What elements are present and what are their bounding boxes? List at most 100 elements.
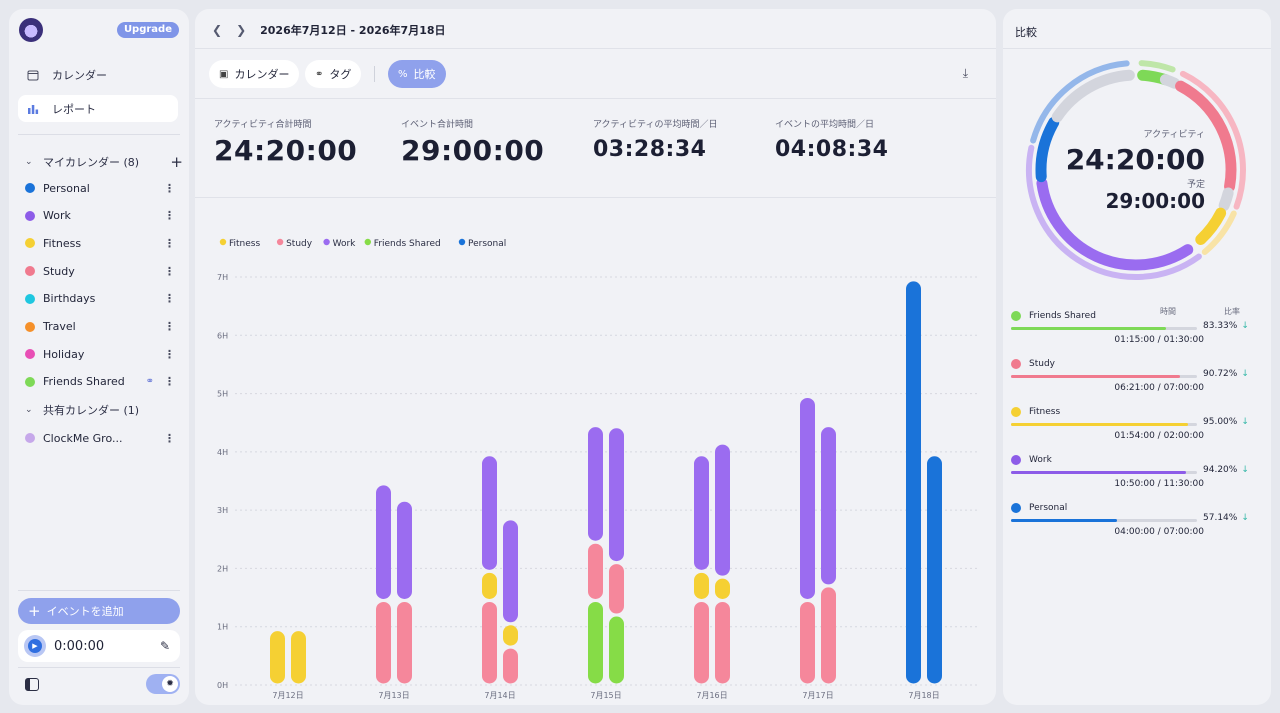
- bar-segment-work[interactable]: [694, 456, 709, 570]
- calendar-color-dot: [25, 376, 35, 387]
- bar-segment-fitness[interactable]: [270, 631, 285, 684]
- legend-item[interactable]: Friends Shared: [364, 238, 441, 249]
- add-calendar-icon[interactable]: +: [170, 153, 183, 171]
- more-options-icon[interactable]: ⋮: [164, 209, 175, 223]
- comparison-row-study: Study 90.72% ↓ 06:21:00 / 07:00:00: [1011, 359, 1251, 393]
- legend-item[interactable]: Work: [323, 238, 356, 249]
- bar-segment-work[interactable]: [482, 456, 497, 570]
- bar-segment-study[interactable]: [800, 601, 815, 684]
- bar-segment-study[interactable]: [609, 564, 624, 614]
- donut-planned-study[interactable]: [1179, 70, 1246, 210]
- calendar-item-clockme-group[interactable]: ClockMe Gro... ⋮: [25, 428, 175, 448]
- nav-item-calendar[interactable]: カレンダー: [18, 61, 178, 88]
- chevron-down-icon: ⌄: [25, 157, 33, 167]
- more-options-icon[interactable]: ⋮: [164, 236, 175, 250]
- row-name: Friends Shared: [1029, 311, 1096, 321]
- legend-label: Study: [286, 239, 313, 249]
- calendar-item-work[interactable]: Work ⋮: [25, 206, 175, 226]
- row-label: Study: [1011, 359, 1251, 369]
- time-value: 04:00:00 / 07:00:00: [1114, 527, 1204, 537]
- tab-calendar[interactable]: ▣ カレンダー: [209, 60, 300, 88]
- donut-activity-work[interactable]: [1036, 177, 1194, 271]
- more-options-icon[interactable]: ⋮: [164, 181, 175, 195]
- bar-segment-work[interactable]: [609, 428, 624, 562]
- shared-calendars-header[interactable]: ⌄ 共有カレンダー (1): [25, 402, 183, 418]
- calendar-item-birthdays[interactable]: Birthdays ⋮: [25, 289, 175, 309]
- bar-segment-fitness[interactable]: [715, 578, 730, 599]
- calendar-item-study[interactable]: Study ⋮: [25, 261, 175, 281]
- stat-label: イベントの平均時間／日: [775, 120, 875, 130]
- my-calendars-header[interactable]: ⌄ マイカレンダー (8) +: [25, 153, 183, 171]
- bar-segment-work[interactable]: [376, 485, 391, 599]
- ratio-text: 90.72%: [1203, 369, 1238, 379]
- sidebar-toggle-icon[interactable]: [25, 678, 39, 691]
- column-header-time: 時間: [1160, 307, 1176, 316]
- bar-segment-work[interactable]: [588, 427, 603, 541]
- donut-planned-fitness[interactable]: [1201, 210, 1237, 255]
- legend-item[interactable]: Fitness: [219, 238, 261, 249]
- calendar-item-travel[interactable]: Travel ⋮: [25, 317, 175, 337]
- divider: [18, 590, 180, 591]
- bar-segment-study[interactable]: [821, 587, 836, 684]
- app-logo[interactable]: [19, 18, 43, 42]
- tab-compare[interactable]: % 比較: [388, 60, 446, 88]
- donut-activity-remainder[interactable]: [1159, 74, 1181, 89]
- bar-segment-fitness[interactable]: [694, 572, 709, 599]
- add-event-button[interactable]: + イベントを追加: [18, 598, 180, 624]
- donut-activity-fitness[interactable]: [1195, 207, 1227, 245]
- bar-segment-fitness[interactable]: [482, 572, 497, 599]
- bar-segment-study[interactable]: [503, 648, 518, 684]
- edit-icon[interactable]: ✎: [159, 639, 170, 653]
- legend-item[interactable]: Study: [276, 238, 313, 249]
- bar-segment-work[interactable]: [821, 427, 836, 585]
- bar-segment-study[interactable]: [694, 601, 709, 684]
- donut-activity-remainder[interactable]: [1218, 187, 1234, 212]
- bar-segment-personal[interactable]: [906, 281, 921, 684]
- bar-segment-work[interactable]: [397, 501, 412, 599]
- donut-activity-study[interactable]: [1175, 80, 1237, 192]
- donut-planned-work[interactable]: [1026, 144, 1202, 280]
- donut-activity-personal[interactable]: [1035, 117, 1060, 183]
- sidebar: Upgrade カレンダー レポート ⌄ マイカレンダー (8) + ⌄ 共有カ…: [9, 9, 189, 705]
- donut-planned-friends-shared[interactable]: [1138, 60, 1176, 73]
- download-icon[interactable]: ⤓: [962, 66, 968, 80]
- bar-segment-fitness[interactable]: [291, 631, 306, 684]
- chevron-right-icon[interactable]: ❯: [236, 23, 247, 37]
- ratio-value: 95.00% ↓: [1203, 417, 1249, 427]
- more-options-icon[interactable]: ⋮: [164, 375, 175, 389]
- upgrade-button[interactable]: Upgrade: [116, 22, 179, 38]
- tab-tags[interactable]: ⚭ タグ: [305, 60, 362, 88]
- more-options-icon[interactable]: ⋮: [164, 320, 175, 333]
- more-options-icon[interactable]: ⋮: [164, 431, 175, 445]
- divider: [195, 48, 996, 49]
- bar-segment-work[interactable]: [503, 520, 518, 623]
- donut-planned-personal[interactable]: [1030, 60, 1130, 144]
- more-options-icon[interactable]: ⋮: [164, 264, 175, 278]
- legend-item[interactable]: Personal: [458, 238, 506, 249]
- row-name: Personal: [1029, 503, 1068, 513]
- bar-segment-study[interactable]: [482, 601, 497, 684]
- calendar-item-holiday[interactable]: Holiday ⋮: [25, 344, 175, 364]
- theme-toggle[interactable]: ✹: [146, 674, 180, 694]
- calendar-item-personal[interactable]: Personal ⋮: [25, 178, 175, 198]
- bar-segment-study[interactable]: [376, 601, 391, 684]
- play-button[interactable]: ▶: [24, 635, 46, 657]
- bar-segment-personal[interactable]: [927, 456, 942, 684]
- bar-segment-work[interactable]: [800, 397, 815, 599]
- calendar-item-fitness[interactable]: Fitness ⋮: [25, 233, 175, 253]
- bar-segment-work[interactable]: [715, 444, 730, 576]
- donut-activity-remainder[interactable]: [1051, 69, 1135, 123]
- chevron-left-icon[interactable]: ❮: [212, 23, 223, 37]
- bar-segment-study[interactable]: [588, 543, 603, 599]
- divider: [195, 98, 996, 99]
- nav-item-report[interactable]: レポート: [18, 95, 178, 122]
- bar-segment-fitness[interactable]: [503, 625, 518, 646]
- bar-segment-friends-shared[interactable]: [588, 601, 603, 684]
- bar-segment-study[interactable]: [397, 601, 412, 684]
- more-options-icon[interactable]: ⋮: [164, 347, 175, 361]
- bar-segment-friends-shared[interactable]: [609, 616, 624, 684]
- more-options-icon[interactable]: ⋮: [164, 292, 175, 306]
- row-label: Work: [1011, 455, 1251, 465]
- calendar-item-friends-shared[interactable]: Friends Shared ⚭ ⋮: [25, 372, 175, 392]
- bar-segment-study[interactable]: [715, 601, 730, 684]
